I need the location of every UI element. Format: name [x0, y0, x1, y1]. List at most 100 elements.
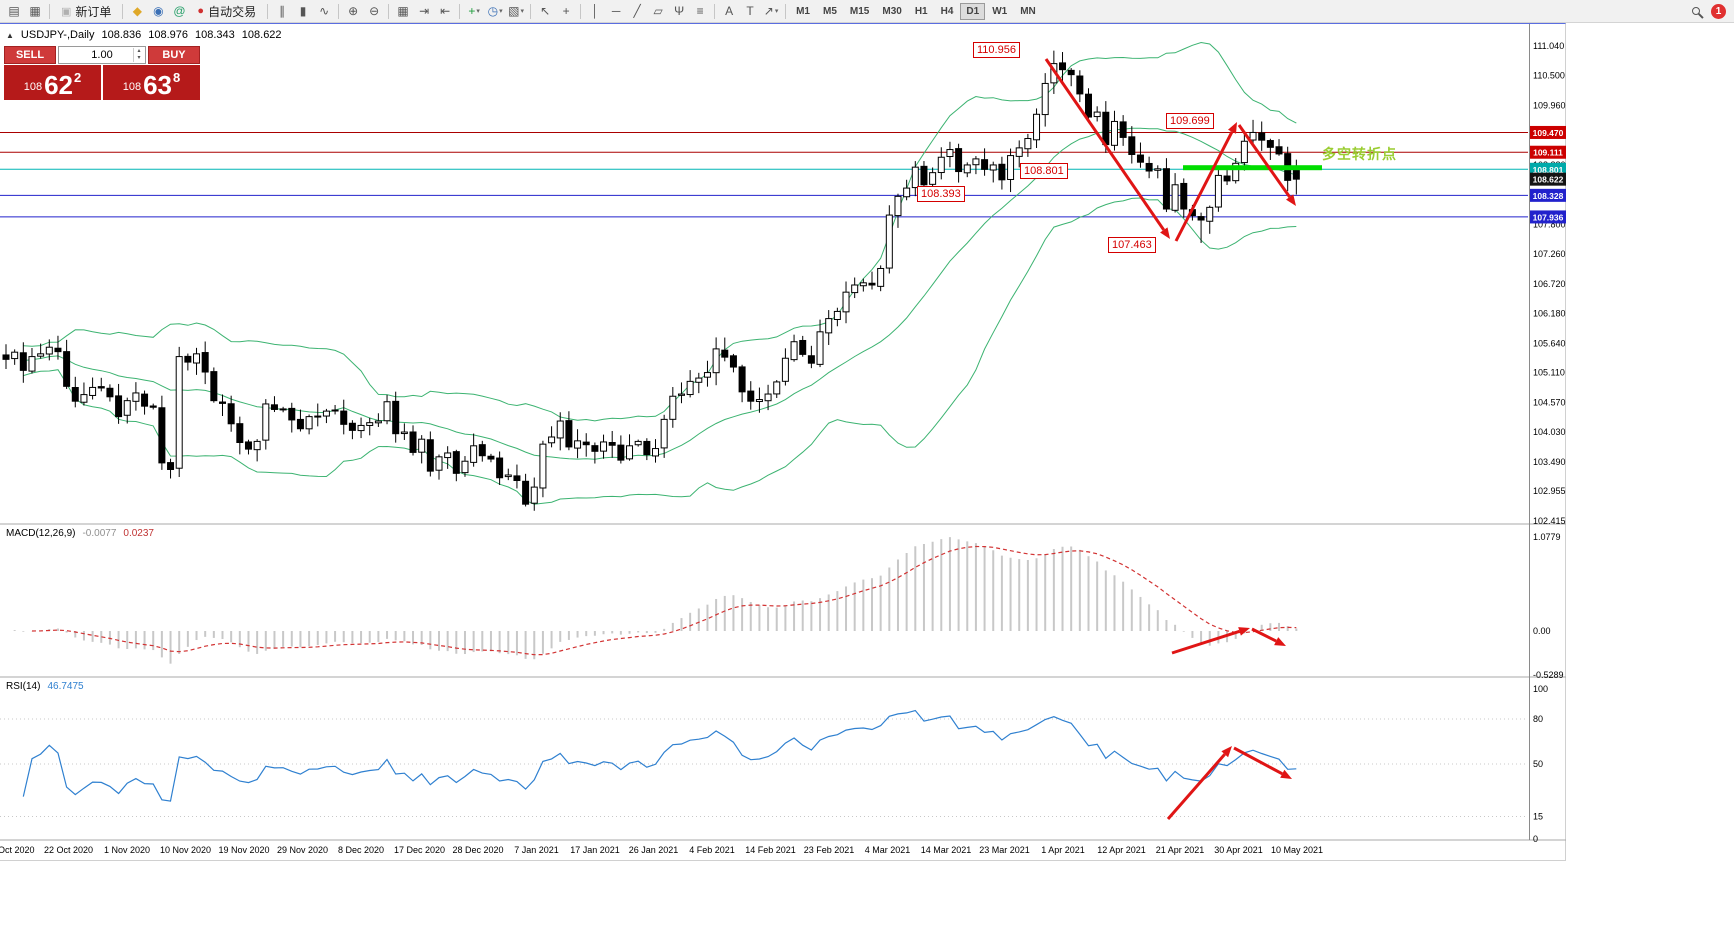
dropdown-arrow-icon[interactable]: ▾ [520, 8, 525, 15]
dropdown-arrow-icon[interactable]: ▾ [774, 8, 779, 15]
macd-tick-label: 1.0779 [1533, 532, 1561, 542]
chart-shift-icon[interactable]: ⇤ [440, 4, 451, 18]
candle-body [634, 440, 642, 446]
crosshair-icon[interactable]: + [562, 4, 570, 18]
price-axis-badge-value: 108.328 [1533, 191, 1564, 201]
periods-icon[interactable]: ◷ ▾ [487, 4, 503, 18]
line-chart-icon[interactable]: ∿ [319, 4, 330, 18]
bar-chart-icon[interactable]: ∥ [279, 4, 286, 18]
timeframe-m30[interactable]: M30 [882, 5, 902, 17]
tile-windows-icon[interactable]: ▦ [397, 4, 409, 18]
trend-arrow [1171, 629, 1240, 655]
candle-body [833, 310, 841, 321]
candle-body [548, 436, 556, 444]
date-tick-label: 14 Feb 2021 [745, 845, 796, 855]
candle-body [1136, 154, 1144, 163]
trend-arrow [1251, 627, 1277, 643]
timeframe-m15[interactable]: M15 [849, 5, 870, 17]
vertical-line-icon[interactable]: │ [591, 4, 599, 18]
candle-body [816, 331, 824, 365]
trend-arrow-head [1160, 227, 1170, 239]
candle-body [288, 407, 296, 421]
rsi-tick-label: 0 [1533, 834, 1538, 844]
templates-icon[interactable]: ▧ ▾ [508, 4, 525, 18]
timeframe-w1[interactable]: W1 [992, 5, 1008, 17]
timeframe-d1[interactable]: D1 [960, 2, 986, 20]
candle-body [972, 158, 980, 166]
sell-button[interactable]: SELL [4, 46, 56, 64]
fibonacci-retracement-icon[interactable]: ≡ [696, 4, 704, 18]
strategy-tester-icon[interactable]: ◉ [153, 4, 164, 18]
price-annotation-label: 108.393 [917, 186, 965, 202]
candle-body [184, 355, 192, 363]
buy-button[interactable]: BUY [148, 46, 200, 64]
chart-window: 111.040110.500109.960109.420108.880108.3… [0, 23, 1566, 861]
cursor-icon[interactable]: ↖ [540, 4, 551, 18]
toolbar-separator [49, 3, 50, 19]
ask-price-sup: 8 [173, 70, 181, 85]
collapse-trade-panel-icon[interactable]: ▲ [6, 30, 14, 40]
candle-body [11, 351, 19, 360]
trendline-icon[interactable]: ╱ [633, 4, 641, 18]
text-label-icon[interactable]: T [746, 4, 754, 18]
one-click-trading-panel: SELL 1.00 ▴ ▾ BUY 108 62 2 108 [4, 46, 200, 100]
candle-body [721, 349, 729, 358]
dropdown-arrow-icon[interactable]: ▾ [476, 8, 480, 15]
autotrading-button[interactable]: ● 自动交易 [197, 4, 257, 19]
trend-arrow-head [1228, 122, 1237, 134]
zoom-out-icon[interactable]: ⊖ [369, 4, 380, 18]
candle-body [1232, 162, 1240, 182]
equidistant-channel-icon[interactable]: ▱ [653, 4, 663, 18]
timeframe-m1[interactable]: M1 [796, 5, 810, 17]
candle-body [591, 445, 599, 452]
date-tick-label: 13 Oct 2020 [0, 845, 35, 855]
candle-body [729, 355, 737, 368]
candlestick-chart-icon[interactable]: ▮ [299, 4, 307, 18]
candle-body [314, 415, 322, 418]
sell-price-panel[interactable]: 108 62 2 [4, 65, 101, 100]
chart-canvas[interactable]: 111.040110.500109.960109.420108.880108.3… [0, 24, 1566, 862]
arrows-icon[interactable]: ↗ ▾ [763, 4, 779, 18]
toolbar-separator [388, 3, 390, 19]
trend-arrow-head [1280, 769, 1292, 779]
new-order-button[interactable]: ▣ 新订单 [61, 4, 112, 19]
new-chart-icon[interactable]: ▤ [8, 4, 20, 18]
date-tick-label: 14 Mar 2021 [921, 845, 972, 855]
market-icon[interactable]: @ [173, 4, 186, 18]
add-indicator-icon[interactable]: + ▾ [468, 4, 480, 18]
buy-price-panel[interactable]: 108 63 8 [103, 65, 200, 100]
metaeditor-icon[interactable]: ◆ [132, 4, 143, 18]
candle-body [201, 352, 209, 373]
toolbar-separator [122, 3, 124, 19]
candle-body [608, 442, 616, 446]
timeframe-h1[interactable]: H1 [914, 5, 928, 17]
spinner-up-icon[interactable]: ▴ [137, 48, 141, 54]
candle-body [842, 291, 850, 313]
candle-body [686, 380, 694, 396]
zoom-in-icon[interactable]: ⊕ [348, 4, 359, 18]
notification-badge[interactable]: 1 [1711, 3, 1726, 19]
candle-body [513, 475, 521, 482]
rsi-tick-label: 15 [1533, 812, 1543, 822]
andrews-pitchfork-icon[interactable]: Ψ [674, 4, 685, 18]
spinner-down-icon[interactable]: ▾ [137, 55, 141, 61]
dropdown-arrow-icon[interactable]: ▾ [499, 8, 503, 15]
candle-body [998, 163, 1006, 181]
date-tick-label: 4 Mar 2021 [865, 845, 911, 855]
timeframe-mn[interactable]: MN [1020, 5, 1036, 17]
timeframe-m5[interactable]: M5 [823, 5, 837, 17]
candle-body [305, 416, 313, 430]
candle-body [219, 401, 226, 404]
chart-title: ▲ USDJPY-,Daily 108.836 108.976 108.343 … [6, 29, 282, 41]
volume-input[interactable]: 1.00 ▴ ▾ [58, 46, 146, 64]
timeframe-h4[interactable]: H4 [940, 5, 954, 17]
search-icon[interactable] [1686, 2, 1706, 21]
volume-spinner[interactable]: ▴ ▾ [133, 48, 144, 62]
chart-profiles-icon[interactable]: ▦ [29, 4, 41, 18]
price-tick-label: 102.955 [1533, 486, 1566, 496]
text-icon[interactable]: A [725, 4, 734, 18]
horizontal-line-icon[interactable]: ─ [611, 4, 621, 18]
candle-body [426, 439, 434, 472]
candle-body [1128, 136, 1136, 155]
auto-scroll-icon[interactable]: ⇥ [419, 4, 430, 18]
